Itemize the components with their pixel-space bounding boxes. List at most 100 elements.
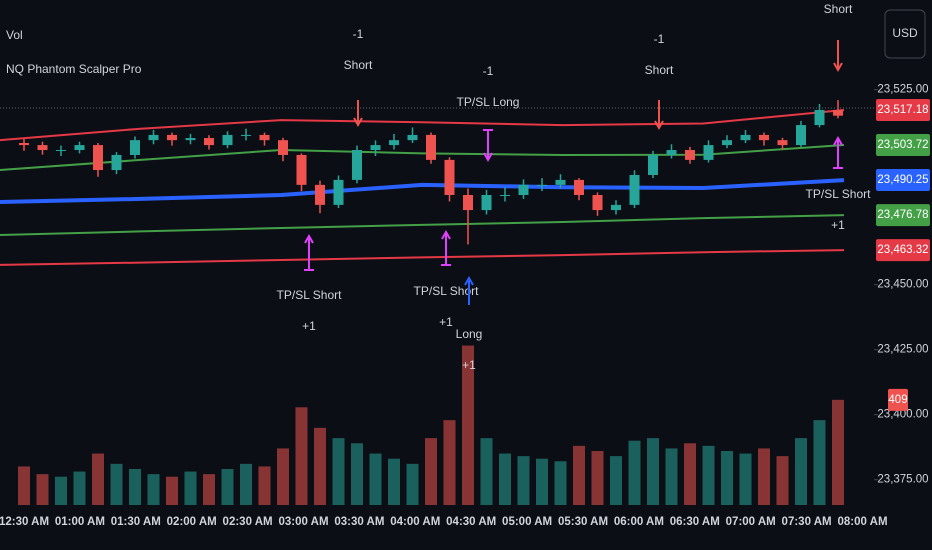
price-badge bbox=[876, 169, 930, 192]
volume-label: Vol bbox=[6, 28, 23, 42]
signal-label: +1 bbox=[302, 319, 316, 333]
candle-body bbox=[500, 195, 510, 196]
signal-label: TP/SL Short bbox=[806, 187, 872, 201]
candle-body bbox=[648, 154, 658, 175]
y-tick-label: 23,400.00 bbox=[877, 409, 928, 421]
candle-body bbox=[167, 134, 177, 141]
signal-label: Short bbox=[824, 2, 853, 16]
price-badge-label: 23,517.18 bbox=[877, 104, 928, 116]
candle-body bbox=[278, 140, 288, 155]
signal-arrowhead bbox=[304, 233, 314, 244]
signal-label: +1 bbox=[462, 358, 476, 372]
x-tick-label: 04:30 AM bbox=[446, 516, 496, 528]
volume-bar bbox=[240, 463, 252, 505]
volume-bar bbox=[351, 443, 363, 505]
candle-body bbox=[19, 143, 29, 146]
volume-bar bbox=[406, 463, 419, 505]
price-badge-label: 23,463.32 bbox=[877, 244, 928, 256]
candle-body bbox=[56, 150, 66, 152]
candle-body bbox=[130, 140, 140, 155]
x-tick-label: 01:30 AM bbox=[111, 516, 161, 528]
volume-bar bbox=[591, 451, 604, 505]
candle-body bbox=[259, 134, 270, 141]
volume-bar bbox=[73, 471, 86, 505]
volume-bar bbox=[702, 445, 715, 505]
volume-bar bbox=[517, 456, 530, 505]
price-badge bbox=[876, 99, 930, 122]
signal-label: +1 bbox=[439, 315, 453, 329]
signal-label: -1 bbox=[353, 27, 364, 41]
y-tick-label: 23,450.00 bbox=[877, 279, 928, 291]
volume-bar bbox=[499, 453, 511, 505]
volume-bar bbox=[221, 469, 234, 505]
candle-body bbox=[629, 174, 640, 205]
volume-bar bbox=[536, 458, 548, 505]
chart-title: NQ Phantom Scalper Pro bbox=[6, 62, 142, 76]
volume-bar bbox=[665, 448, 678, 505]
x-tick-label: 03:00 AM bbox=[278, 516, 328, 528]
candle-body bbox=[463, 195, 473, 211]
volume-bar bbox=[610, 456, 622, 505]
volume-bar bbox=[295, 407, 308, 505]
price-badge bbox=[876, 239, 930, 262]
candle-body bbox=[796, 125, 806, 146]
volume-bar bbox=[776, 456, 789, 505]
candle-body bbox=[222, 134, 233, 146]
volume-bar bbox=[184, 471, 197, 505]
x-tick-label: 08:00 AM bbox=[837, 516, 887, 528]
currency-label: USD bbox=[892, 26, 918, 40]
price-axis-panel bbox=[874, 0, 932, 550]
volume-bar bbox=[721, 451, 733, 505]
y-tick-label: 23,525.00 bbox=[877, 84, 928, 96]
x-tick-label: 02:00 AM bbox=[167, 516, 217, 528]
candle-body bbox=[740, 134, 751, 141]
volume-bar bbox=[147, 474, 160, 505]
volume-bar bbox=[425, 438, 437, 505]
y-tick-label: 23,375.00 bbox=[877, 474, 928, 486]
price-badge-label: 23,503.72 bbox=[877, 139, 928, 151]
candle-body bbox=[814, 109, 825, 126]
x-tick-label: 06:00 AM bbox=[614, 516, 664, 528]
currency-button[interactable] bbox=[884, 9, 926, 59]
signal-arrowhead bbox=[441, 229, 451, 240]
x-tick-label: 12:30 AM bbox=[0, 516, 49, 528]
candle-body bbox=[37, 145, 48, 151]
candle-body bbox=[759, 134, 769, 141]
candle-body bbox=[333, 179, 344, 205]
volume-bar bbox=[369, 453, 382, 505]
price-badge bbox=[876, 134, 930, 157]
x-tick-label: 03:30 AM bbox=[334, 516, 384, 528]
signal-label: +1 bbox=[831, 218, 845, 232]
volume-bar bbox=[480, 438, 493, 505]
x-tick-label: 07:00 AM bbox=[726, 516, 776, 528]
volume-bar bbox=[55, 476, 67, 505]
signal-arrowhead bbox=[833, 62, 843, 73]
volume-bar bbox=[647, 438, 659, 505]
candle-body bbox=[666, 150, 677, 155]
volume-bar bbox=[739, 453, 752, 505]
candle-body bbox=[315, 184, 325, 205]
volume-bar bbox=[573, 445, 585, 505]
volume-badge-label: 409 bbox=[888, 394, 907, 406]
candle-body bbox=[481, 195, 492, 211]
volume-bar bbox=[92, 453, 104, 505]
volume-bar bbox=[832, 399, 844, 505]
volume-bar bbox=[388, 458, 400, 505]
signal-arrowhead bbox=[483, 152, 493, 163]
x-tick-label: 01:00 AM bbox=[55, 516, 105, 528]
candle-body bbox=[833, 109, 843, 116]
x-tick-label: 06:30 AM bbox=[670, 516, 720, 528]
volume-bar bbox=[277, 448, 289, 505]
candle-body bbox=[555, 179, 566, 185]
candle-body bbox=[777, 140, 788, 146]
candle-body bbox=[296, 154, 307, 185]
signal-label: Long bbox=[456, 327, 483, 341]
candle-body bbox=[518, 184, 529, 195]
signal-label: TP/SL Short bbox=[414, 284, 480, 298]
volume-bar bbox=[758, 448, 770, 505]
candle-body bbox=[407, 134, 418, 141]
signal-label: Short bbox=[645, 63, 674, 77]
candle-body bbox=[389, 140, 399, 146]
